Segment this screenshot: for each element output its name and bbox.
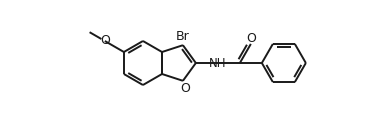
Text: NH: NH: [209, 57, 227, 69]
Text: Br: Br: [176, 30, 190, 43]
Text: O: O: [180, 82, 190, 95]
Text: O: O: [246, 32, 256, 45]
Text: O: O: [100, 34, 110, 47]
